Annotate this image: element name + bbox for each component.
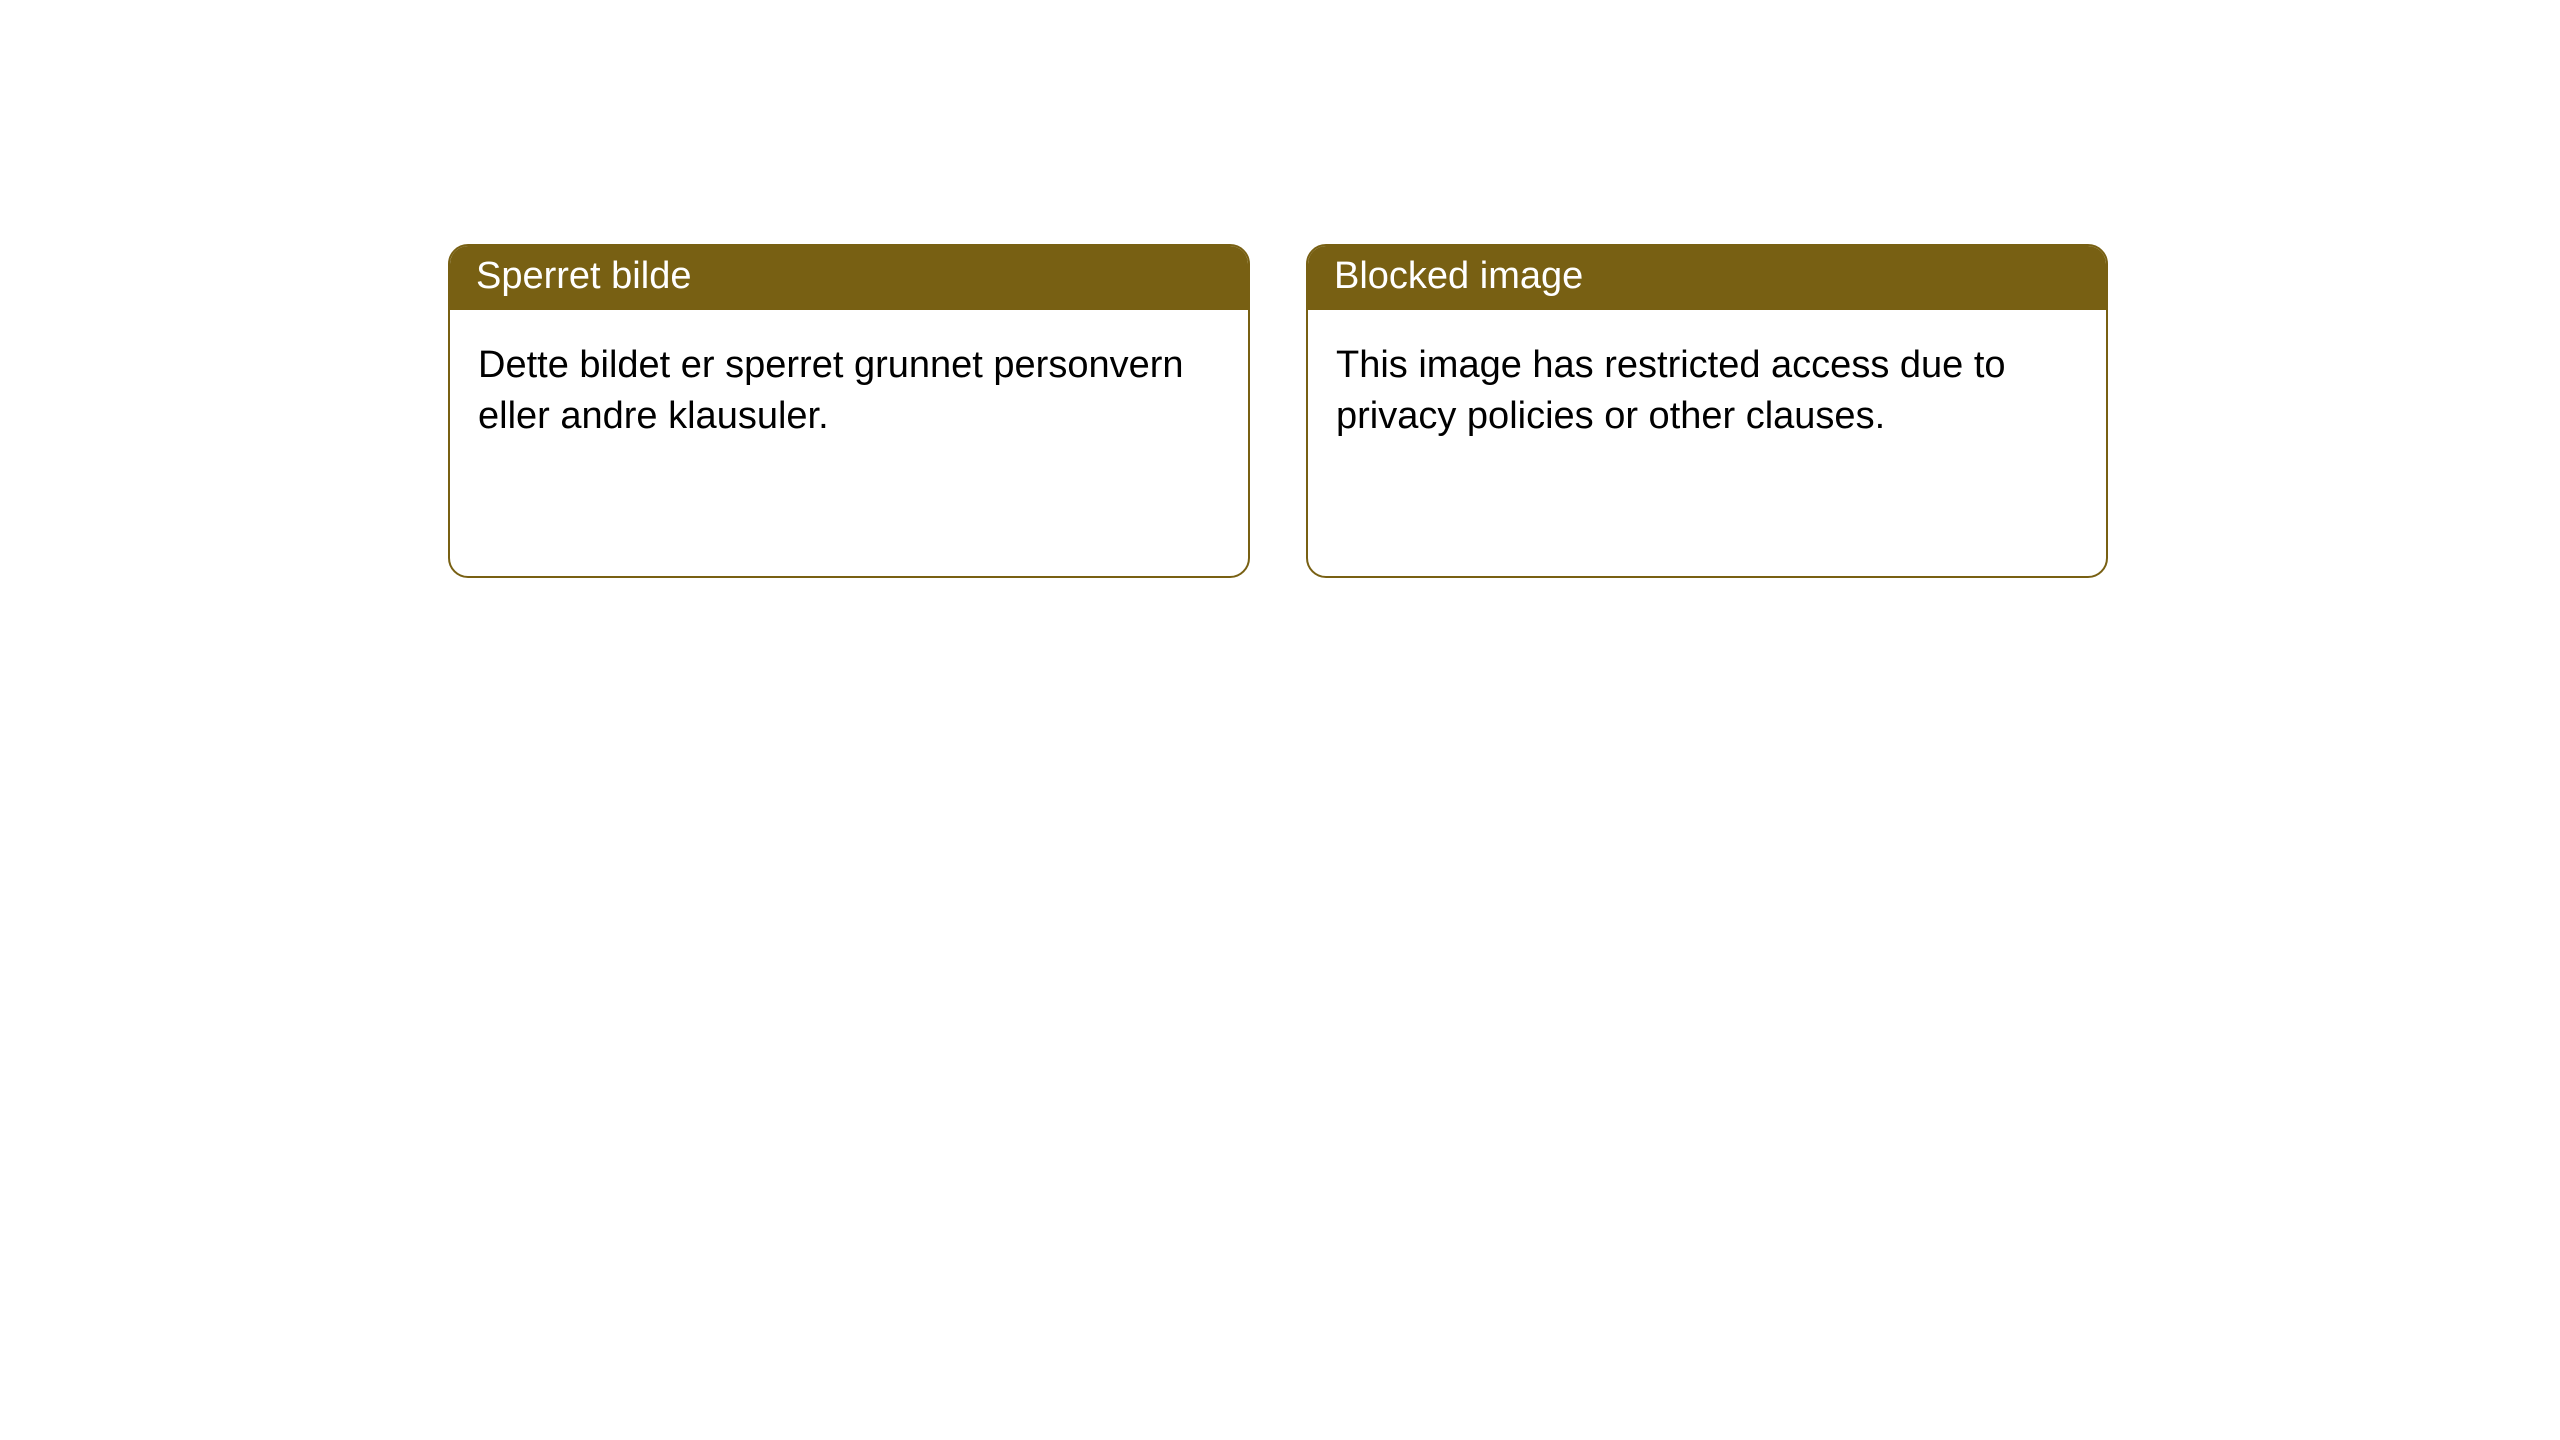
card-body-text: Dette bildet er sperret grunnet personve… <box>450 310 1248 473</box>
card-title: Blocked image <box>1308 246 2106 310</box>
notice-card-english: Blocked image This image has restricted … <box>1306 244 2108 578</box>
notice-cards-container: Sperret bilde Dette bildet er sperret gr… <box>0 0 2560 578</box>
notice-card-norwegian: Sperret bilde Dette bildet er sperret gr… <box>448 244 1250 578</box>
card-body-text: This image has restricted access due to … <box>1308 310 2106 473</box>
card-title: Sperret bilde <box>450 246 1248 310</box>
